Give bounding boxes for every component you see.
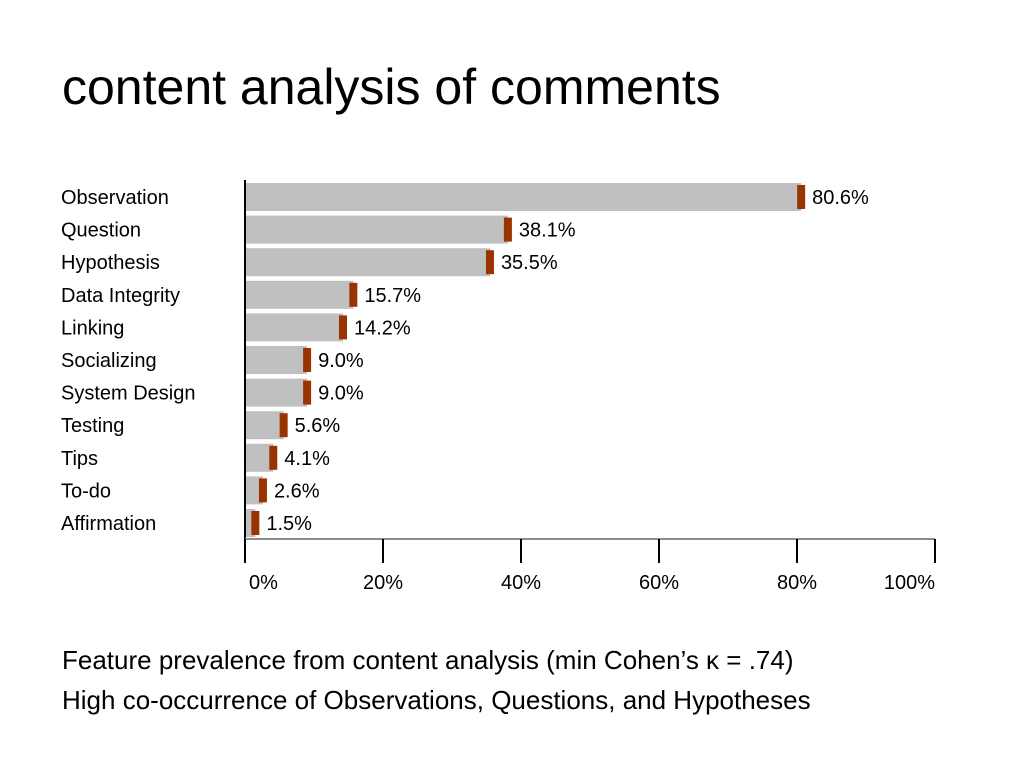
- bar: [245, 443, 274, 472]
- bar: [245, 183, 802, 211]
- x-tick-label: 40%: [501, 572, 541, 594]
- category-label: Linking: [61, 317, 124, 339]
- bar: [245, 346, 308, 374]
- value-label: 2.6%: [274, 480, 320, 502]
- category-label: Hypothesis: [61, 252, 160, 274]
- slide-title: content analysis of comments: [62, 59, 721, 115]
- bar: [245, 378, 308, 407]
- value-label: 9.0%: [318, 350, 364, 372]
- bar: [245, 280, 354, 309]
- bar-marker: [303, 348, 312, 372]
- value-label: 35.5%: [501, 252, 558, 274]
- value-label: 15.7%: [364, 285, 421, 307]
- bar-marker: [258, 478, 267, 503]
- bar: [245, 509, 256, 537]
- bar-marker: [279, 413, 288, 438]
- category-label: To-do: [61, 480, 111, 502]
- caption-line-1: Feature prevalence from content analysis…: [62, 645, 794, 675]
- bar: [245, 476, 263, 505]
- bar: [245, 313, 343, 342]
- bar: [245, 248, 490, 277]
- category-label: System Design: [61, 383, 196, 405]
- value-label: 5.6%: [295, 415, 341, 437]
- category-label: Affirmation: [61, 513, 156, 535]
- value-label: 1.5%: [266, 513, 312, 535]
- bar: [245, 411, 284, 440]
- bar-marker: [503, 217, 512, 242]
- bar-marker: [338, 315, 347, 340]
- bar-marker: [303, 380, 312, 405]
- value-label: 4.1%: [284, 448, 330, 470]
- category-label: Question: [61, 220, 141, 242]
- x-tick-label: 0%: [249, 572, 278, 594]
- captions: Feature prevalence from content analysis…: [62, 640, 811, 720]
- x-tick-label: 20%: [363, 572, 403, 594]
- bar-marker: [797, 185, 806, 209]
- value-label: 14.2%: [354, 317, 411, 339]
- x-tick-label: 60%: [639, 572, 679, 594]
- category-label: Socializing: [61, 350, 157, 372]
- value-label: 9.0%: [318, 383, 364, 405]
- bar-marker: [269, 445, 278, 470]
- bar-marker: [251, 511, 260, 535]
- category-label: Tips: [61, 448, 98, 470]
- x-tick-label: 80%: [777, 572, 817, 594]
- caption-line-2: High co-occurrence of Observations, Ques…: [62, 685, 811, 715]
- bar-marker: [485, 250, 494, 275]
- category-label: Data Integrity: [61, 285, 180, 307]
- x-tick-label: 100%: [884, 572, 935, 594]
- category-label: Observation: [61, 187, 169, 209]
- value-label: 38.1%: [519, 220, 576, 242]
- bar: [245, 215, 508, 244]
- bar-marker: [349, 282, 358, 307]
- bar-chart: Observation 80.6% Question 38.1% Hypothesis 3…: [61, 180, 936, 594]
- category-label: Testing: [61, 415, 124, 437]
- value-label: 80.6%: [812, 187, 869, 209]
